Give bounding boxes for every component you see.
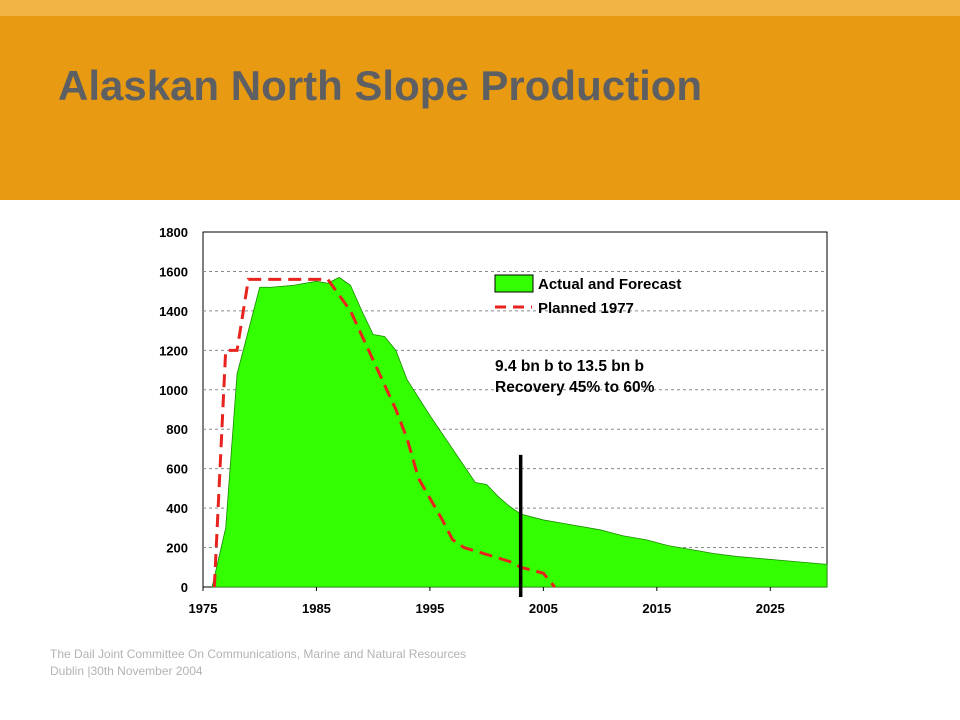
y-tick-label: 1600 — [159, 264, 188, 279]
slide-title: Alaskan North Slope Production — [58, 62, 703, 109]
header-top-strip — [0, 0, 960, 16]
y-tick-label: 200 — [166, 541, 188, 556]
y-tick-label: 1000 — [159, 383, 188, 398]
area-actual-forecast — [211, 276, 828, 588]
y-tick-label: 1800 — [159, 225, 188, 240]
footer: The Dail Joint Committee On Communicatio… — [50, 646, 466, 680]
legend-label-actual: Actual and Forecast — [538, 276, 681, 293]
y-tick-label: 0 — [181, 580, 188, 595]
y-tick-label: 800 — [166, 422, 188, 437]
header-band — [0, 16, 960, 200]
y-tick-label: 400 — [166, 501, 188, 516]
annotation-recovery: Recovery 45% to 60% — [495, 379, 655, 396]
x-axis-ticks: 1975 1985 1995 2005 2015 2025 — [189, 587, 785, 616]
footer-line-1: The Dail Joint Committee On Communicatio… — [50, 647, 467, 661]
production-chart: 0 200 400 600 800 1000 1200 1400 1600 1800 1975 19… — [140, 215, 840, 620]
y-tick-label: 1400 — [159, 304, 188, 319]
y-tick-label: 1200 — [159, 343, 188, 358]
footer-line-2: Dublin |30th November 2004 — [50, 664, 203, 678]
annotation-reserves: 9.4 bn b to 13.5 bn b — [495, 358, 644, 375]
x-tick-label: 1995 — [415, 601, 444, 616]
legend-swatch-actual — [494, 274, 534, 293]
x-tick-label: 1975 — [189, 601, 218, 616]
y-axis-ticks: 0 200 400 600 800 1000 1200 1400 1600 1800 — [159, 225, 188, 595]
line-planned-1977 — [212, 277, 556, 588]
x-tick-label: 1985 — [302, 601, 331, 616]
y-tick-label: 600 — [166, 462, 188, 477]
x-tick-label: 2015 — [642, 601, 671, 616]
x-tick-label: 2025 — [756, 601, 785, 616]
x-tick-label: 2005 — [529, 601, 558, 616]
chart-legend: Actual and Forecast Planned 1977 — [494, 274, 681, 317]
legend-label-planned: Planned 1977 — [538, 300, 634, 317]
